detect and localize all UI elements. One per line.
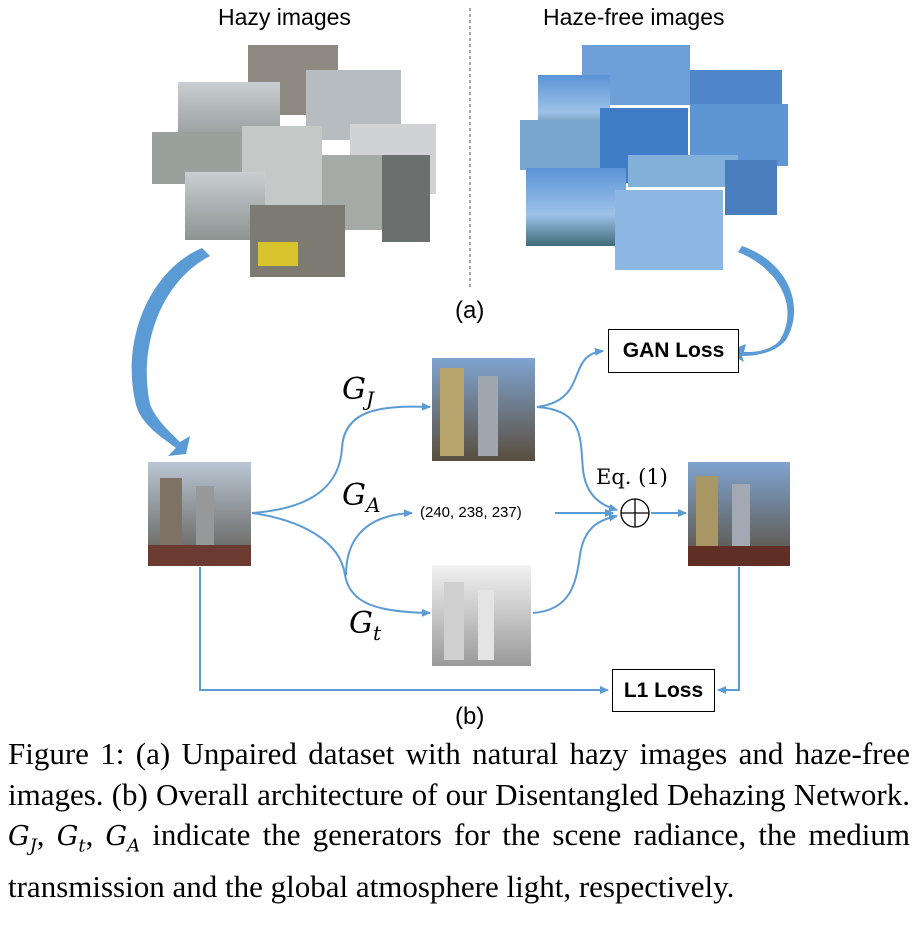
haze-free-image-collage [520, 45, 788, 270]
arrow-to-ga [345, 509, 413, 576]
arrow-output-to-l1 [717, 567, 740, 694]
sum-operator [620, 498, 650, 528]
arrow-to-gt [251, 512, 431, 617]
panel-a-label: (a) [455, 297, 485, 324]
caption-gt: Gt [56, 821, 86, 857]
hazy-photo [250, 205, 345, 277]
hazy-photo [382, 155, 430, 242]
clear-photo [615, 190, 723, 270]
atmosphere-light-value: (240, 238, 237) [420, 504, 522, 521]
generator-gj-label: GJ [342, 372, 374, 411]
transmission-map-image [432, 565, 531, 666]
hazy-image-collage [152, 45, 436, 277]
input-hazy-image [148, 462, 251, 566]
caption-tail: indicate the generators for the scene ra… [8, 817, 911, 904]
clear-to-gan-arrow [726, 246, 795, 362]
figure-diagram [131, 8, 795, 694]
generator-ga-label: GA [342, 478, 381, 517]
scene-radiance-image [432, 358, 535, 461]
arrow-j-to-sum [536, 406, 618, 512]
l1-loss-box: L1 Loss [612, 669, 715, 712]
generator-gt-label: Gt [349, 606, 382, 645]
caption-ga: GA [105, 821, 141, 857]
arrow-t-to-sum [532, 513, 618, 614]
figure-1: Hazy images Haze-free images (a) (b) GAN… [131, 4, 795, 729]
caption-gj: GJ [8, 821, 37, 857]
clear-photo [520, 120, 600, 170]
caption-lead: Figure 1: (a) Unpaired dataset with natu… [8, 736, 910, 812]
panel-b-label: (b) [455, 703, 485, 730]
hazy-to-input-arrow [131, 248, 210, 456]
gan-loss-box: GAN Loss [608, 329, 739, 373]
clear-photo [628, 155, 738, 187]
arrow-j-to-gan [536, 347, 604, 408]
clear-photo [725, 160, 777, 215]
figure-caption: Figure 1: (a) Unpaired dataset with natu… [8, 736, 911, 904]
yellow-car [258, 242, 298, 266]
equation-reference: Eq. (1) [596, 465, 668, 489]
arrow-to-gj [251, 402, 431, 514]
haze-free-images-heading: Haze-free images [543, 4, 725, 30]
hazy-images-heading: Hazy images [218, 4, 351, 30]
output-dehazed-image [688, 462, 790, 566]
clear-photo [526, 168, 626, 246]
arrow-input-to-l1 [199, 567, 609, 694]
